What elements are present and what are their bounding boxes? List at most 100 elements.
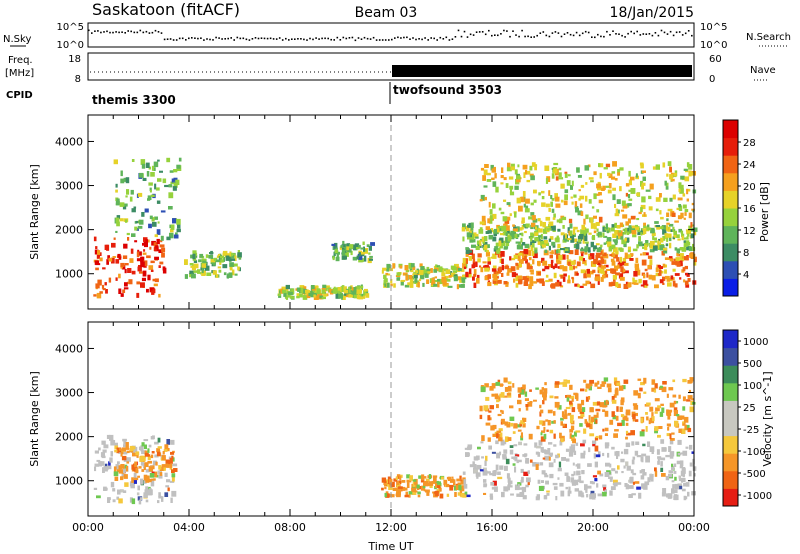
- scatter-cell: [588, 199, 592, 204]
- scatter-cell: [578, 189, 581, 192]
- scatter-cell: [143, 249, 146, 252]
- scatter-cell: [102, 288, 106, 291]
- scatter-cell: [116, 496, 120, 500]
- scatter-cell: [597, 386, 602, 389]
- scatter-cell: [620, 399, 624, 406]
- scatter-cell: [168, 184, 173, 188]
- scatter-cell: [509, 405, 514, 409]
- scatter-cell: [558, 461, 562, 468]
- scatter-cell: [488, 234, 493, 240]
- scatter-cell: [552, 482, 558, 486]
- scatter-cell: [103, 444, 109, 449]
- colorbar-tick-label: 16: [743, 204, 756, 215]
- scatter-cell: [495, 242, 499, 247]
- scatter-cell: [575, 479, 579, 486]
- scatter-cell: [439, 486, 442, 492]
- scatter-cell: [353, 287, 357, 293]
- scatter-cell: [171, 469, 175, 473]
- scatter-cell: [542, 260, 548, 266]
- nsky-sample: [145, 30, 148, 33]
- scatter-cell: [548, 462, 554, 468]
- scatter-cell: [495, 440, 499, 445]
- scatter-cell: [666, 222, 670, 225]
- scatter-cell: [414, 478, 418, 485]
- scatter-cell: [518, 252, 523, 256]
- scatter-cell: [626, 417, 629, 422]
- colorbar-segment: [723, 382, 738, 401]
- scatter-cell: [229, 265, 233, 271]
- scatter-cell: [525, 205, 529, 209]
- scatter-cell: [644, 268, 648, 272]
- scatter-cell: [541, 430, 546, 433]
- scatter-cell: [579, 285, 584, 288]
- nsky-sample: [388, 39, 390, 41]
- scatter-cell: [554, 193, 558, 199]
- scatter-cell: [328, 289, 332, 293]
- scatter-cell: [126, 457, 131, 462]
- scatter-cell: [681, 247, 687, 252]
- scatter-cell: [560, 248, 565, 251]
- scatter-cell: [635, 441, 640, 445]
- scatter-cell: [554, 381, 560, 385]
- scatter-cell: [644, 481, 650, 486]
- scatter-cell: [409, 278, 414, 284]
- nsky-sample: [569, 33, 572, 36]
- scatter-cell: [683, 482, 687, 487]
- scatter-cell: [548, 221, 554, 226]
- scatter-cell: [655, 197, 661, 202]
- scatter-cell: [504, 465, 508, 471]
- scatter-cell: [610, 227, 615, 232]
- scatter-cell: [643, 391, 647, 394]
- scatter-cell: [617, 422, 622, 427]
- scatter-cell: [219, 255, 224, 259]
- colorbar-segment: [723, 172, 738, 191]
- scatter-cell: [124, 268, 127, 274]
- scatter-cell: [337, 290, 341, 293]
- scatter-cell: [523, 281, 529, 286]
- scatter-cell: [149, 488, 152, 491]
- nsky-sample: [324, 37, 326, 40]
- scatter-cell: [592, 235, 596, 241]
- x-tick-label: 00:00: [678, 521, 710, 534]
- scatter-cell: [471, 232, 477, 236]
- scatter-cell: [571, 407, 576, 413]
- scatter-cell: [434, 480, 439, 484]
- scatter-cell: [437, 481, 441, 485]
- scatter-cell: [499, 451, 502, 456]
- scatter-cell: [544, 249, 548, 253]
- scatter-cell: [570, 260, 575, 265]
- scatter-cell: [498, 253, 502, 259]
- scatter-cell: [546, 490, 550, 493]
- scatter-cell: [491, 268, 497, 272]
- scatter-cell: [137, 251, 142, 256]
- scatter-cell: [637, 378, 642, 381]
- scatter-cell: [618, 230, 621, 233]
- scatter-cell: [617, 169, 621, 173]
- scatter-cell: [148, 223, 152, 229]
- power-data-cells: [93, 157, 698, 300]
- colorbar-tick-label: 20: [743, 182, 756, 193]
- scatter-cell: [504, 387, 509, 392]
- scatter-cell: [669, 197, 673, 202]
- scatter-cell: [472, 461, 475, 466]
- nsky-sample: [215, 36, 217, 39]
- scatter-cell: [361, 254, 365, 257]
- scatter-cell: [547, 264, 552, 268]
- scatter-cell: [623, 465, 626, 469]
- scatter-cell: [640, 417, 644, 423]
- scatter-cell: [131, 498, 136, 505]
- scatter-cell: [492, 274, 498, 279]
- scatter-cell: [153, 283, 158, 287]
- scatter-cell: [497, 471, 501, 475]
- scatter-cell: [112, 488, 116, 492]
- scatter-cell: [513, 423, 518, 429]
- y-tick-label: 4000: [55, 342, 83, 355]
- scatter-cell: [496, 248, 500, 254]
- scatter-cell: [529, 173, 534, 177]
- scatter-cell: [131, 159, 135, 162]
- scatter-cell: [507, 484, 510, 488]
- scatter-cell: [684, 209, 689, 213]
- scatter-cell: [514, 212, 517, 218]
- scatter-cell: [581, 399, 585, 406]
- scatter-cell: [528, 265, 533, 270]
